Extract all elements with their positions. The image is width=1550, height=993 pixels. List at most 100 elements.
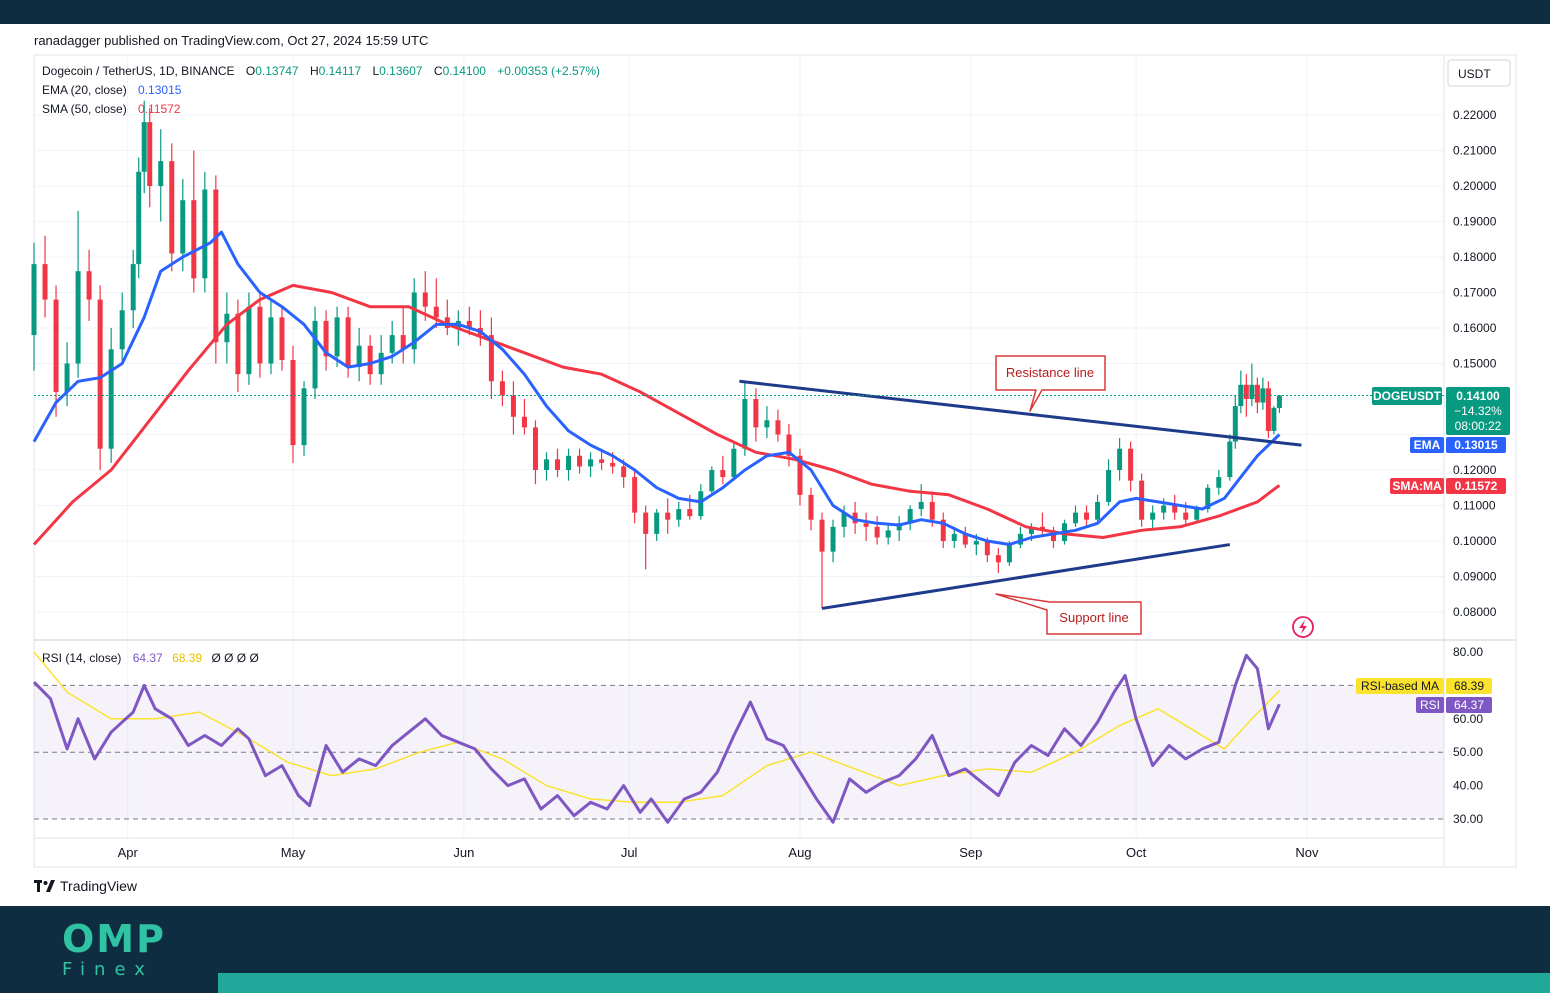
rsi-band: [34, 684, 1444, 820]
legend-ema-row: EMA (20, close) 0.13015: [42, 83, 182, 97]
sma-tag: [1390, 478, 1444, 494]
price-tick-9: 0.11000: [1453, 499, 1496, 513]
candle-body-50: [566, 455, 572, 470]
candle-body-109: [1216, 477, 1222, 488]
candle-body-24: [279, 317, 285, 360]
tradingview-footer[interactable]: TradingView: [34, 878, 137, 894]
candle-body-6: [97, 299, 103, 449]
legend-sma-label: SMA (50, close): [42, 102, 127, 116]
candle-body-10: [136, 171, 142, 265]
candle-body-118: [1271, 407, 1277, 431]
symbol-tag-text: DOGEUSDT: [1373, 389, 1442, 403]
price-tick-1: 0.21000: [1453, 144, 1497, 158]
candle-body-28: [323, 320, 329, 357]
time-tick-0: Apr: [118, 845, 139, 860]
legend-change: +0.00353 (+2.57%): [497, 64, 600, 78]
candle-body-119: [1276, 395, 1282, 408]
price-tick-3: 0.19000: [1453, 215, 1497, 229]
legend-rsi-label: RSI (14, close): [42, 651, 121, 665]
chart-frame: [33, 54, 1517, 868]
symbol-tag: [1372, 387, 1442, 405]
candle-body-3: [64, 363, 70, 392]
candle-body-58: [654, 512, 660, 534]
sma-50-line: [32, 283, 1281, 546]
last-price-tag: [1446, 387, 1510, 435]
time-axis-ticks[interactable]: Apr May Jun Jul Aug Sep Oct Nov: [118, 845, 1319, 860]
candle-body-92: [1028, 526, 1034, 534]
candle-body-35: [400, 335, 406, 350]
candle-body-107: [1194, 509, 1200, 520]
omp-finex-logo: OMP Finex: [62, 920, 172, 980]
candle-body-13: [158, 161, 164, 186]
price-tick-5: 0.17000: [1453, 286, 1497, 300]
candle-body-73: [819, 519, 825, 552]
candle-body-48: [543, 459, 549, 470]
candle-body-67: [753, 399, 759, 428]
currency-button-box[interactable]: [1447, 59, 1511, 87]
candle-body-68: [764, 420, 770, 428]
candle-body-25: [290, 359, 296, 446]
candle-body-30: [345, 317, 351, 368]
sma-tag-name: SMA:MA: [1392, 479, 1442, 493]
candle-body-104: [1161, 505, 1167, 513]
rsi-ma-value-tag: [1446, 678, 1492, 694]
logo-bottom-text: Finex: [62, 959, 154, 980]
legend-l-label: L: [372, 64, 379, 78]
candle-body-108: [1205, 487, 1211, 510]
tradingview-chart[interactable]: Resistance line Support line Dogecoin / …: [0, 0, 1550, 880]
candle-body-88: [984, 541, 990, 556]
candle-body-31: [356, 345, 362, 368]
rsi-tick-2: 50.00: [1453, 745, 1483, 759]
legend-ohlc-row: Dogecoin / TetherUS, 1D, BINANCE O0.1374…: [42, 64, 600, 78]
candle-body-53: [599, 459, 605, 463]
time-tick-7: Nov: [1295, 845, 1319, 860]
price-axis-ticks[interactable]: 0.22000 0.21000 0.20000 0.19000 0.18000 0.170…: [1453, 108, 1497, 619]
candle-body-16: [191, 200, 197, 279]
legend-rsi-value: 64.37: [133, 651, 163, 665]
currency-button[interactable]: USDT: [1447, 59, 1511, 87]
bar-countdown: 08:00:22: [1455, 419, 1502, 433]
candle-body-97: [1084, 512, 1090, 520]
candle-body-115: [1254, 384, 1260, 403]
rsi-ma-tag-value: 68.39: [1454, 679, 1484, 693]
candle-body-82: [918, 501, 924, 510]
candle-body-72: [808, 494, 814, 520]
support-callout: Support line: [995, 593, 1142, 635]
candle-body-111: [1232, 406, 1238, 442]
time-tick-5: Sep: [959, 845, 982, 860]
candle-body-79: [885, 530, 891, 538]
candle-body-52: [588, 459, 594, 467]
rsi-lines: [32, 651, 1281, 824]
ema-value-tag: [1446, 437, 1506, 453]
price-tick-7: 0.15000: [1453, 357, 1497, 371]
candle-body-33: [378, 352, 384, 375]
candle-body-34: [389, 335, 395, 353]
candle-body-96: [1073, 512, 1079, 524]
logo-top-text: OMP: [62, 917, 166, 961]
currency-label[interactable]: USDT: [1458, 67, 1491, 81]
candle-body-114: [1249, 384, 1255, 399]
sma-value-tag: [1446, 478, 1506, 494]
candle-body-89: [995, 555, 1001, 563]
candle-body-29: [334, 317, 340, 357]
sma-tag-value: 0.11572: [1455, 479, 1498, 493]
trendline-0: [739, 379, 1302, 447]
resistance-callout: Resistance line: [995, 355, 1106, 412]
candle-body-65: [731, 448, 737, 478]
candle-body-55: [621, 466, 627, 478]
candle-body-56: [632, 477, 638, 513]
lightning-icon[interactable]: [1292, 616, 1314, 638]
price-tick-0: 0.22000: [1453, 108, 1497, 122]
candle-body-19: [224, 313, 230, 343]
candle-body-77: [863, 523, 869, 527]
candle-body-51: [577, 455, 583, 467]
legend-o-label: O: [246, 64, 255, 78]
price-tick-8: 0.12000: [1453, 463, 1497, 477]
candle-body-54: [610, 462, 616, 467]
candle-body-23: [268, 317, 274, 364]
candle-body-94: [1050, 530, 1056, 541]
candle-body-49: [555, 459, 561, 470]
candle-body-37: [422, 292, 428, 307]
rsi-tick-3: 40.00: [1453, 779, 1483, 793]
candle-body-41: [466, 320, 472, 328]
